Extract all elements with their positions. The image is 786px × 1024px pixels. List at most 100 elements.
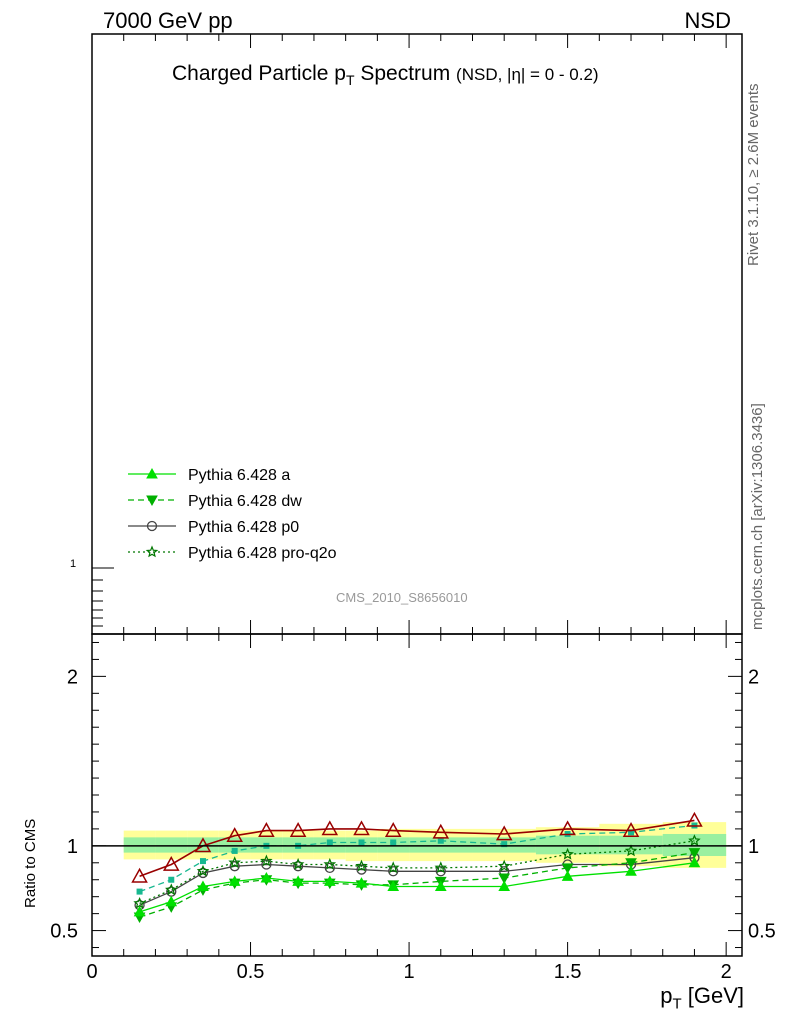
data-point	[628, 829, 635, 836]
data-point	[434, 880, 447, 892]
ratio-panel-frame	[91, 633, 743, 957]
y-tick-label-left: 2	[67, 666, 78, 688]
data-point	[261, 859, 272, 870]
data-point	[145, 545, 159, 558]
data-point	[561, 870, 574, 881]
data-point	[388, 866, 399, 877]
inner-band-bin	[662, 833, 727, 857]
data-point	[324, 862, 335, 874]
title-rest: Spectrum	[354, 62, 451, 85]
header-left: 7000 GeV pp	[103, 8, 233, 33]
data-point	[289, 822, 307, 837]
data-point	[260, 854, 273, 867]
xlabel-sub: T	[672, 995, 682, 1013]
uncertainty-bands	[123, 822, 727, 868]
data-point	[355, 859, 368, 872]
data-point	[196, 864, 210, 877]
series-line	[139, 824, 695, 893]
data-point	[355, 877, 368, 888]
data-point	[688, 834, 701, 847]
data-point	[226, 827, 243, 843]
data-point	[501, 841, 508, 848]
data-point	[624, 844, 638, 857]
data-point	[688, 848, 701, 859]
xlabel-main: p	[660, 983, 673, 1008]
data-point	[291, 857, 305, 870]
data-point	[625, 865, 637, 876]
data-point	[384, 822, 402, 837]
series-line	[139, 862, 695, 913]
legend-label: Pythia 6.428 a	[188, 467, 290, 484]
data-point	[434, 861, 447, 874]
data-point	[622, 822, 640, 837]
analysis-label: CMS_2010_S8656010	[336, 590, 468, 605]
main-panel-frame	[91, 33, 743, 635]
legend-entry: Pythia 6.428 a	[128, 467, 290, 484]
data-point	[133, 905, 146, 917]
x-tick-label: 0	[86, 961, 97, 983]
legend-label: Pythia 6.428 p0	[188, 519, 299, 536]
data-point	[162, 855, 180, 871]
y-tick-label-left: 0.5	[50, 921, 78, 943]
data-point	[688, 856, 701, 868]
data-point	[390, 839, 397, 846]
data-point	[260, 872, 273, 883]
series-unlabeled-5	[131, 811, 703, 883]
data-point	[168, 876, 175, 883]
data-point	[387, 880, 400, 892]
data-point	[323, 875, 336, 886]
data-point	[146, 520, 158, 532]
data-point	[559, 820, 576, 836]
data-point	[228, 856, 241, 869]
data-point	[292, 861, 304, 872]
series-pythia-6-428-a	[133, 856, 701, 917]
data-point	[561, 863, 574, 874]
legend-entry: Pythia 6.428 pro-q2o	[128, 545, 337, 562]
xlabel-unit: [GeV]	[681, 983, 744, 1008]
inner-band-bin	[535, 835, 600, 855]
data-point	[258, 822, 275, 837]
x-axis-label: pT [GeV]	[660, 983, 744, 1012]
legend-label: Pythia 6.428 pro-q2o	[188, 545, 337, 562]
data-point	[136, 888, 143, 895]
data-point	[133, 896, 146, 909]
y-tick-label-left: 1	[67, 836, 78, 858]
inner-band-bin	[155, 837, 188, 853]
data-point	[432, 823, 450, 839]
x-tick-label: 2	[721, 961, 732, 983]
x-tick-label: 0.5	[237, 961, 265, 983]
data-point	[292, 875, 304, 886]
data-point	[435, 866, 446, 877]
series-pythia-6-428-pro-q2o	[133, 834, 701, 909]
data-point	[197, 867, 209, 879]
data-point	[197, 880, 209, 892]
data-point	[165, 883, 178, 896]
data-point	[165, 895, 178, 907]
data-point	[561, 847, 574, 860]
legend-label: Pythia 6.428 dw	[188, 493, 302, 510]
legend-entry: Pythia 6.428 dw	[128, 493, 302, 510]
legend-entry: Pythia 6.428 p0	[128, 519, 299, 536]
main-ytick-label: 1	[70, 558, 77, 570]
data-point	[146, 467, 158, 479]
series-line	[139, 819, 695, 878]
data-point	[498, 873, 511, 885]
legend: Pythia 6.428 a Pythia 6.428 dw Pythia 6.42…	[128, 467, 337, 562]
data-point	[387, 861, 400, 874]
data-point	[229, 861, 240, 872]
mcplots-label: mcplots.cern.ch [arXiv:1306.3436]	[749, 403, 766, 630]
header-right: NSD	[684, 8, 731, 33]
x-tick-label: 1	[404, 961, 415, 983]
inner-band-bin	[218, 837, 251, 853]
data-point	[231, 847, 238, 854]
series-line	[139, 857, 695, 906]
axes: 0 0.5 1 1.5 2 0.5 0.5 1 1 2 2	[50, 34, 776, 983]
x-tick-label: 1.5	[554, 961, 582, 983]
data-point	[131, 867, 148, 883]
data-point	[498, 880, 511, 892]
title-sub: T	[345, 72, 355, 89]
ratio-series	[131, 811, 703, 924]
data-point	[356, 864, 367, 875]
y-tick-label-right: 2	[748, 666, 759, 688]
